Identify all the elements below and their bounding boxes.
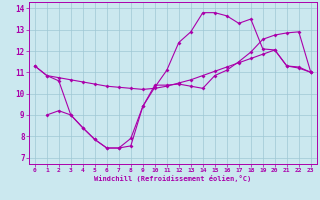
X-axis label: Windchill (Refroidissement éolien,°C): Windchill (Refroidissement éolien,°C) xyxy=(94,175,252,182)
